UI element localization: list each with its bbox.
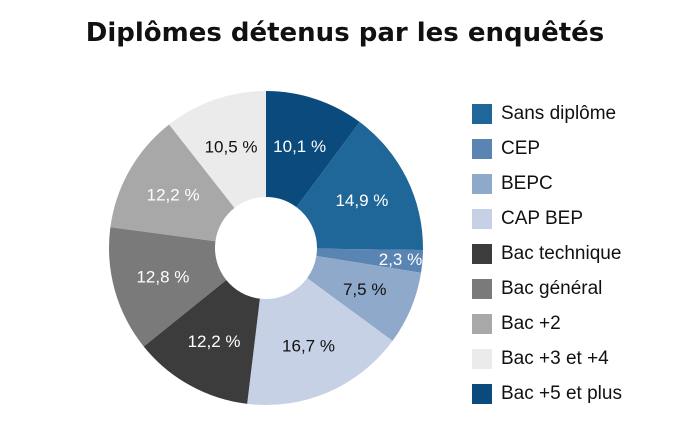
legend-item: Bac général: [472, 271, 622, 306]
legend-swatch: [472, 313, 492, 334]
legend-label: CEP: [501, 137, 541, 159]
slice-label: 10,5 %: [205, 137, 258, 156]
slice-label: 12,8 %: [136, 267, 189, 286]
legend-label: Bac +5 et plus: [501, 382, 622, 404]
pie-slice: [169, 91, 266, 208]
slice-label: 14,9 %: [335, 191, 388, 210]
pie-slice: [109, 227, 227, 347]
legend-item: BEPC: [472, 166, 622, 201]
pie-slice: [110, 124, 235, 242]
pie-slice: [316, 248, 423, 273]
legend-label: CAP BEP: [501, 207, 584, 229]
legend-swatch: [472, 173, 492, 194]
legend-swatch: [472, 278, 492, 299]
legend-item: Bac technique: [472, 236, 622, 271]
legend-item: Bac +3 et +4: [472, 341, 622, 376]
pie-slice: [307, 256, 422, 341]
chart-legend: Sans diplôme CEP BEPC CAP BEP Bac technique B…: [472, 96, 622, 411]
legend-item: CAP BEP: [472, 201, 622, 236]
legend-swatch: [472, 243, 492, 264]
legend-swatch: [472, 348, 492, 369]
legend-swatch: [472, 383, 492, 404]
slice-label: 10,1 %: [273, 137, 326, 156]
slice-label: 2,3 %: [379, 250, 422, 269]
legend-swatch: [472, 208, 492, 229]
chart-title: Diplômes détenus par les enquêtés: [85, 18, 605, 48]
legend-swatch: [472, 103, 492, 124]
pie-slice: [296, 122, 423, 250]
pie-slice: [266, 91, 360, 208]
slice-label: 7,5 %: [343, 280, 386, 299]
legend-item: CEP: [472, 131, 622, 166]
legend-label: BEPC: [501, 172, 553, 194]
slice-label: 16,7 %: [282, 337, 335, 356]
slice-label: 12,2 %: [147, 185, 200, 204]
legend-label: Bac général: [501, 277, 603, 299]
slice-label: 12,2 %: [188, 332, 241, 351]
legend-item: Sans diplôme: [472, 96, 622, 131]
pie-slice: [247, 278, 393, 405]
legend-item: Bac +2: [472, 306, 622, 341]
legend-label: Bac technique: [501, 242, 622, 264]
pie-slice: [143, 279, 260, 404]
legend-item: Bac +5 et plus: [472, 376, 622, 411]
legend-swatch: [472, 138, 492, 159]
legend-label: Bac +3 et +4: [501, 347, 609, 369]
legend-label: Bac +2: [501, 312, 561, 334]
legend-label: Sans diplôme: [501, 102, 617, 124]
